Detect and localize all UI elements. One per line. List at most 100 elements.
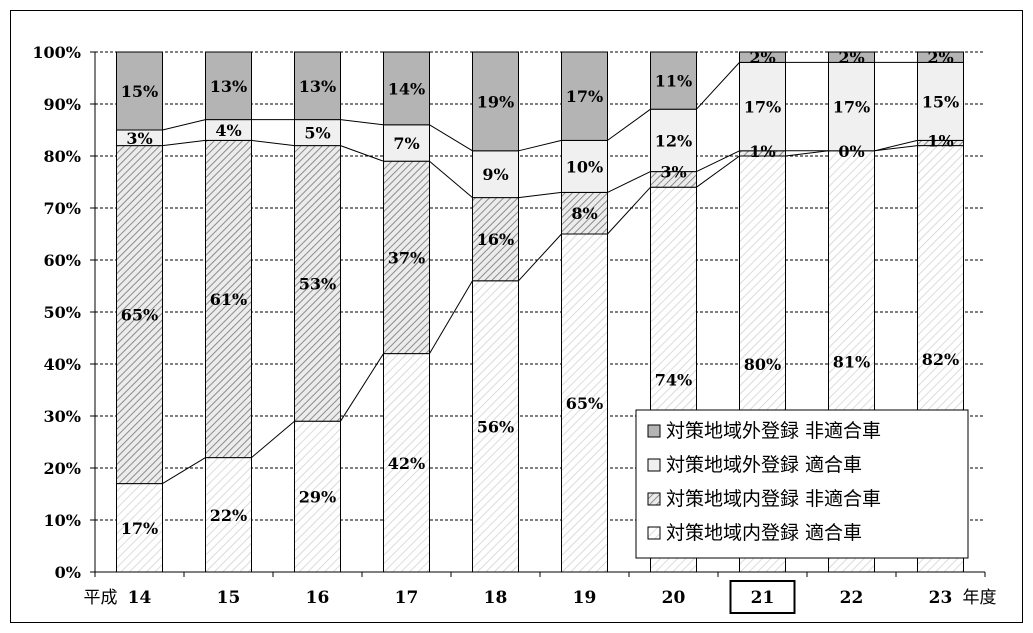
data-label: 10%: [566, 157, 603, 176]
data-label: 1%: [749, 142, 775, 161]
y-tick-label: 80%: [44, 147, 81, 166]
data-labels-layer: 17% 65% 3% 15% 22% 61% 4% 13% 29% 53% 5% 13% 42% 37% 7…: [121, 48, 959, 538]
data-label: 15%: [121, 82, 158, 101]
bar-segment: [472, 280, 519, 573]
data-label: 15%: [922, 92, 959, 111]
x-axis-prefix: 平成: [84, 588, 118, 608]
x-axis-suffix: 年度: [963, 588, 997, 608]
data-label: 61%: [210, 290, 247, 309]
series-connector-line: [696, 155, 740, 188]
legend-swatch: [647, 424, 661, 438]
bar-segment: [650, 51, 697, 110]
bar-segment: [472, 197, 519, 282]
y-tick-label: 10%: [44, 511, 81, 530]
bar-segment: [294, 51, 341, 121]
series-connector-line: [429, 160, 473, 198]
stacked-bar-chart: 17% 65% 3% 15% 22% 61% 4% 13% 29% 53% 5% 13% 42% 37% 7…: [32, 43, 997, 614]
bar-segment: [472, 51, 519, 152]
series-connector-line: [518, 191, 562, 199]
legend-swatch: [647, 458, 661, 472]
series-connector-line: [162, 119, 206, 131]
legend-box: [635, 409, 969, 559]
x-tick-label: 23: [929, 588, 953, 608]
y-tick-label: 20%: [44, 459, 81, 478]
series-connector-line: [340, 145, 384, 162]
data-label: 42%: [388, 454, 425, 473]
bar-segment: [383, 124, 430, 162]
y-tick-label: 30%: [44, 407, 81, 426]
data-label: 29%: [299, 488, 336, 507]
series-connector-line: [340, 353, 384, 422]
x-tick-label: 17: [395, 588, 419, 608]
data-label: 17%: [833, 98, 870, 117]
series-connector-line: [162, 139, 206, 147]
x-tick-label: 22: [840, 588, 864, 608]
series-connector-line: [607, 171, 651, 193]
series-connector-line: [696, 150, 740, 173]
legend-label: 対策地域外登録 非適合車: [666, 420, 881, 442]
series-lines-layer: [162, 61, 918, 485]
data-label: 7%: [393, 134, 419, 153]
bar-segment: [205, 139, 252, 459]
bar-segment: [561, 191, 608, 235]
axes-layer: 0% 10% 20% 30% 40% 50% 60% 70% 80% 90% 100% 14 15 16 1…: [32, 43, 997, 614]
x-tick-label: 16: [306, 588, 330, 608]
x-tick-label: 15: [217, 588, 241, 608]
bar-segment: [561, 51, 608, 141]
bar-segment: [294, 420, 341, 573]
series-connector-line: [251, 420, 295, 458]
bar-segment: [205, 457, 252, 573]
chart-frame: 17% 65% 3% 15% 22% 61% 4% 13% 29% 53% 5% 13% 42% 37% 7…: [10, 10, 1023, 623]
legend-swatch: [647, 526, 661, 540]
data-label: 0%: [838, 142, 864, 161]
y-tick-label: 70%: [44, 199, 81, 218]
legend-swatch: [647, 492, 661, 506]
x-tick-label: 18: [484, 588, 508, 608]
series-connector-line: [874, 145, 918, 152]
data-label: 8%: [571, 204, 597, 223]
highlight-box: [729, 580, 796, 614]
data-label: 13%: [299, 77, 336, 96]
series-connector-line: [429, 124, 473, 152]
x-tick-label: 19: [573, 588, 597, 608]
series-connector-line: [696, 62, 740, 110]
data-label: 82%: [922, 350, 959, 369]
data-label: 65%: [566, 394, 603, 413]
y-tick-label: 90%: [44, 95, 81, 114]
series-connector-line: [785, 150, 829, 157]
series-connector-line: [518, 139, 562, 152]
bar-segment: [828, 61, 875, 152]
data-label: 14%: [388, 79, 425, 98]
data-label: 12%: [655, 131, 692, 150]
bar-segment: [383, 51, 430, 126]
data-label: 53%: [299, 274, 336, 293]
data-label: 65%: [121, 306, 158, 325]
bar-segment: [205, 51, 252, 121]
series-connector-line: [251, 139, 295, 147]
series-connector-line: [607, 108, 651, 141]
data-label: 2%: [749, 48, 775, 67]
legend-label: 対策地域外登録 適合車: [666, 454, 862, 476]
data-label: 5%: [304, 124, 330, 143]
data-label: 2%: [927, 48, 953, 67]
bar-segment: [294, 119, 341, 147]
data-label: 11%: [655, 72, 692, 91]
data-label: 22%: [210, 506, 247, 525]
legend-label: 対策地域内登録 非適合車: [666, 488, 881, 510]
data-label: 74%: [655, 371, 692, 390]
y-tick-label: 0%: [55, 563, 81, 582]
data-label: 37%: [388, 248, 425, 267]
bar-segment: [739, 51, 786, 63]
data-label: 2%: [838, 48, 864, 67]
data-label: 13%: [210, 77, 247, 96]
bar-segment: [472, 150, 519, 199]
series-connector-line: [518, 233, 562, 282]
series-connector-line: [162, 457, 206, 485]
y-tick-label: 50%: [44, 303, 81, 322]
y-tick-label: 100%: [32, 43, 81, 62]
data-label: 1%: [927, 131, 953, 150]
bar-segment: [828, 51, 875, 63]
bar-segment: [917, 51, 964, 63]
data-label: 16%: [477, 230, 514, 249]
